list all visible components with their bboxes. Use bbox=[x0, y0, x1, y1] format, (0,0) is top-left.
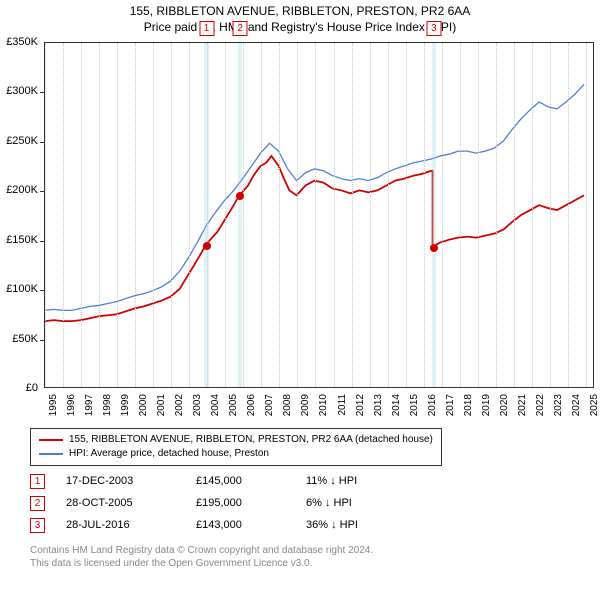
y-tick-label: £150K bbox=[6, 234, 38, 246]
sale-diff: 11% ↓ HPI bbox=[306, 475, 406, 487]
x-tick-label: 2016 bbox=[427, 394, 438, 416]
attribution-line2: This data is licensed under the Open Gov… bbox=[30, 557, 373, 570]
line-layer bbox=[45, 43, 593, 387]
x-tick-label: 1999 bbox=[120, 394, 131, 416]
x-tick-label: 1998 bbox=[102, 394, 113, 416]
sale-price: £145,000 bbox=[196, 475, 306, 487]
x-tick-label: 2013 bbox=[373, 394, 384, 416]
x-tick-label: 2012 bbox=[355, 394, 366, 416]
sale-date: 17-DEC-2003 bbox=[66, 475, 196, 487]
x-tick-label: 2021 bbox=[517, 394, 528, 416]
x-tick-label: 2000 bbox=[138, 394, 149, 416]
x-tick-label: 2003 bbox=[192, 394, 203, 416]
sale-price: £195,000 bbox=[196, 497, 306, 509]
legend-swatch bbox=[39, 453, 63, 455]
sale-date: 28-JUL-2016 bbox=[66, 519, 196, 531]
x-tick-label: 2023 bbox=[553, 394, 564, 416]
legend-label: 155, RIBBLETON AVENUE, RIBBLETON, PRESTO… bbox=[69, 433, 433, 447]
y-tick-label: £250K bbox=[6, 135, 38, 147]
sale-marker-1: 1 bbox=[199, 21, 214, 36]
legend-item: 155, RIBBLETON AVENUE, RIBBLETON, PRESTO… bbox=[39, 433, 433, 447]
x-tick-label: 2010 bbox=[318, 394, 329, 416]
x-tick-label: 1997 bbox=[84, 394, 95, 416]
attribution-line1: Contains HM Land Registry data © Crown c… bbox=[30, 544, 373, 557]
y-tick-label: £50K bbox=[12, 333, 38, 345]
legend: 155, RIBBLETON AVENUE, RIBBLETON, PRESTO… bbox=[30, 428, 442, 466]
chart-subtitle: Price paid vs. HM Land Registry's House … bbox=[0, 18, 600, 38]
sale-price: £143,000 bbox=[196, 519, 306, 531]
x-tick-label: 2009 bbox=[300, 394, 311, 416]
x-tick-label: 2024 bbox=[571, 394, 582, 416]
sale-diff: 6% ↓ HPI bbox=[306, 497, 406, 509]
x-tick-label: 2006 bbox=[246, 394, 257, 416]
legend-item: HPI: Average price, detached house, Pres… bbox=[39, 447, 433, 461]
sales-row: 2 28-OCT-2005£195,0006% ↓ HPI bbox=[30, 492, 406, 514]
sale-diff: 36% ↓ HPI bbox=[306, 519, 406, 531]
sale-point bbox=[430, 244, 438, 252]
x-tick-label: 2017 bbox=[445, 394, 456, 416]
y-tick-label: £350K bbox=[6, 36, 38, 48]
y-tick-label: £200K bbox=[6, 184, 38, 196]
x-tick-label: 1995 bbox=[48, 394, 59, 416]
y-tick-label: £300K bbox=[6, 85, 38, 97]
x-tick-label: 2020 bbox=[499, 394, 510, 416]
sale-marker-box: 2 bbox=[30, 496, 45, 511]
attribution: Contains HM Land Registry data © Crown c… bbox=[30, 544, 373, 570]
x-tick-label: 2018 bbox=[463, 394, 474, 416]
x-tick-label: 2011 bbox=[337, 394, 348, 416]
sale-date: 28-OCT-2005 bbox=[66, 497, 196, 509]
sale-point bbox=[236, 192, 244, 200]
x-tick-label: 2022 bbox=[535, 394, 546, 416]
chart-title: 155, RIBBLETON AVENUE, RIBBLETON, PRESTO… bbox=[0, 0, 600, 18]
legend-label: HPI: Average price, detached house, Pres… bbox=[69, 447, 269, 461]
sale-marker-box: 1 bbox=[30, 474, 45, 489]
x-tick-label: 2014 bbox=[391, 394, 402, 416]
sale-marker-3: 3 bbox=[426, 21, 441, 36]
y-tick-label: £0 bbox=[26, 382, 38, 394]
x-tick-label: 2001 bbox=[156, 394, 167, 416]
x-tick-label: 2002 bbox=[174, 394, 185, 416]
plot-area: 123 bbox=[44, 42, 594, 388]
x-tick-label: 1996 bbox=[66, 394, 77, 416]
y-axis-labels: £0£50K£100K£150K£200K£250K£300K£350K bbox=[0, 42, 42, 388]
x-tick-label: 2008 bbox=[282, 394, 293, 416]
chart-container: 155, RIBBLETON AVENUE, RIBBLETON, PRESTO… bbox=[0, 0, 600, 590]
x-axis-labels: 1995 1996 1997 1998 1999 2000 2001 2002 2003 2004… bbox=[44, 390, 594, 430]
x-tick-label: 2019 bbox=[481, 394, 492, 416]
x-tick-label: 2015 bbox=[409, 394, 420, 416]
x-tick-label: 2025 bbox=[589, 394, 600, 416]
x-tick-label: 2004 bbox=[210, 394, 221, 416]
sales-row: 1 17-DEC-2003£145,00011% ↓ HPI bbox=[30, 470, 406, 492]
x-tick-label: 2007 bbox=[264, 394, 275, 416]
legend-swatch bbox=[39, 439, 63, 441]
sale-marker-2: 2 bbox=[233, 21, 248, 36]
sales-table: 1 17-DEC-2003£145,00011% ↓ HPI 2 28-OCT-200… bbox=[30, 470, 406, 536]
sales-row: 3 28-JUL-2016£143,00036% ↓ HPI bbox=[30, 514, 406, 536]
y-tick-label: £100K bbox=[6, 283, 38, 295]
sale-point bbox=[203, 242, 211, 250]
sale-marker-box: 3 bbox=[30, 518, 45, 533]
x-tick-label: 2005 bbox=[228, 394, 239, 416]
